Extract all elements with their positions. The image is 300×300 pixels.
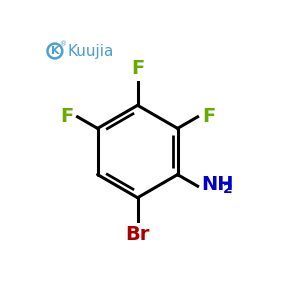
Text: K: K xyxy=(51,46,59,56)
Text: Kuujia: Kuujia xyxy=(68,44,114,59)
Text: F: F xyxy=(131,59,144,78)
Text: Br: Br xyxy=(125,225,150,244)
Text: NH: NH xyxy=(201,176,234,194)
Text: 2: 2 xyxy=(223,182,232,196)
Text: F: F xyxy=(60,107,74,126)
Text: F: F xyxy=(202,107,215,126)
Text: ®: ® xyxy=(60,42,67,48)
